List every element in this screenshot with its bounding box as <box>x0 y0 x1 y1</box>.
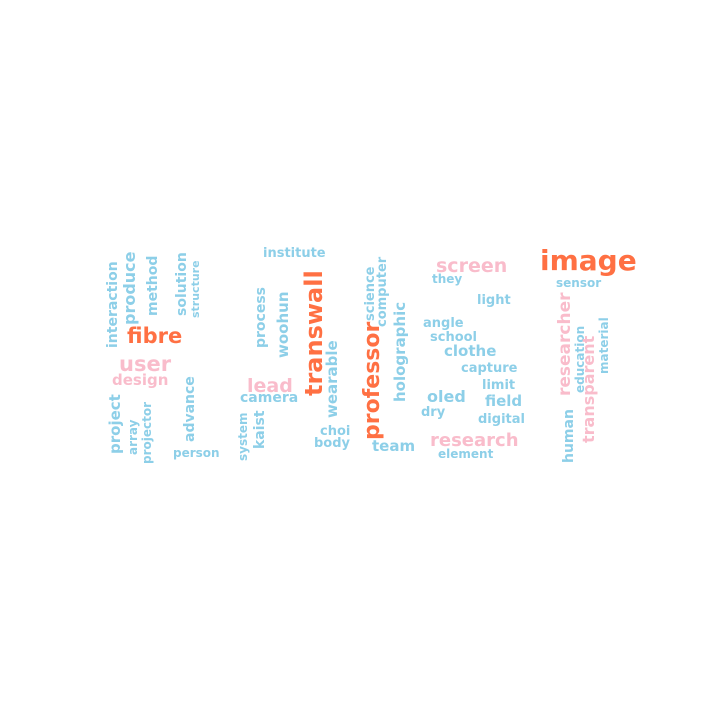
word-holographic: holographic <box>391 301 409 402</box>
word-interaction: interaction <box>105 261 121 348</box>
word-choi: choi <box>320 424 351 439</box>
word-lead: lead <box>247 375 293 397</box>
word-system: system <box>236 412 250 462</box>
word-digital: digital <box>478 412 525 427</box>
word-field: field <box>485 392 523 410</box>
word-sensor: sensor <box>556 276 602 290</box>
word-oled: oled <box>427 387 466 406</box>
word-capture: capture <box>461 361 518 376</box>
word-person: person <box>173 446 220 460</box>
word-array: array <box>126 419 140 455</box>
word-material: material <box>597 317 611 374</box>
word-camera: camera <box>240 390 299 406</box>
word-element: element <box>438 447 494 461</box>
word-team: team <box>372 437 416 455</box>
word-user: user <box>119 352 172 376</box>
word-light: light <box>477 293 511 308</box>
word-method: method <box>145 255 161 316</box>
word-projector: projector <box>140 401 154 464</box>
word-human: human <box>561 409 577 463</box>
word-limit: limit <box>482 378 516 393</box>
word-produce: produce <box>120 251 139 325</box>
word-structure: structure <box>189 260 202 318</box>
word-professor: professor <box>360 321 385 440</box>
word-researcher: researcher <box>555 292 575 396</box>
word-institute: institute <box>263 246 326 261</box>
word-angle: angle <box>423 316 464 331</box>
word-design: design <box>112 371 169 389</box>
word-process: process <box>253 286 269 348</box>
word-solution: solution <box>174 252 190 316</box>
word-screen: screen <box>436 255 508 277</box>
word-computer: computer <box>375 256 390 327</box>
word-kaist: kaist <box>252 410 268 449</box>
word-dry: dry <box>421 405 446 420</box>
word-advance: advance <box>182 376 198 442</box>
word-woohun: woohun <box>274 291 292 358</box>
word-project: project <box>106 394 124 454</box>
word-they: they <box>432 272 463 286</box>
word-clothe: clothe <box>444 342 497 360</box>
word-wearable: wearable <box>323 340 341 418</box>
word-school: school <box>430 330 478 345</box>
word-image: image <box>540 244 637 277</box>
word-research: research <box>430 430 519 451</box>
word-body: body <box>314 436 351 451</box>
word-transparent: transparent <box>579 335 598 443</box>
word-fibre: fibre <box>127 324 183 348</box>
